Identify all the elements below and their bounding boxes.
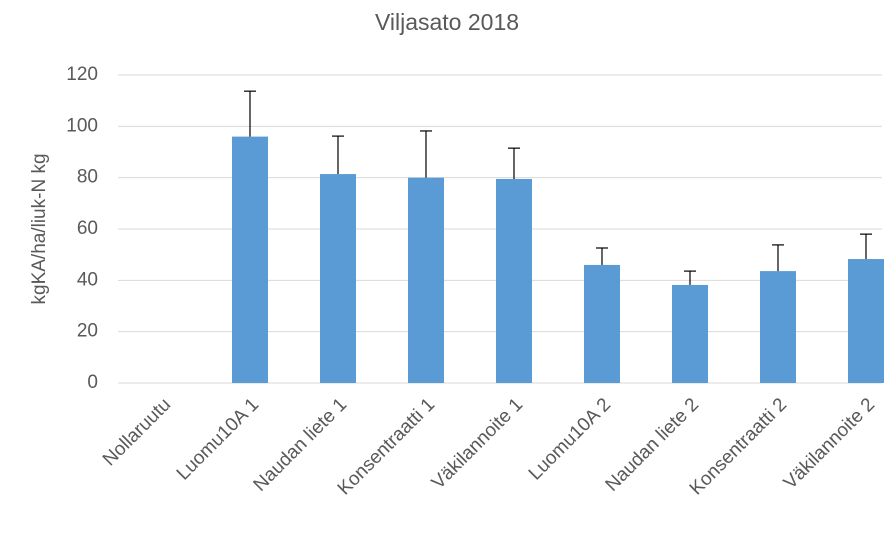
error-bar xyxy=(332,135,344,175)
y-tick-label: 20 xyxy=(77,321,98,342)
y-tick-label: 80 xyxy=(77,167,98,188)
y-axis-label: kgKA/ha/liuk-N kg xyxy=(29,153,50,304)
bar xyxy=(672,284,708,383)
error-bar xyxy=(508,147,520,179)
bar xyxy=(496,178,532,383)
error-bar xyxy=(596,247,608,265)
x-tick-label: Luomu10A 1 xyxy=(173,394,263,484)
x-tick-label: Nollaruutu xyxy=(99,394,175,470)
y-tick-label: 120 xyxy=(66,64,98,85)
x-tick-label: Naudan liete 1 xyxy=(250,394,352,496)
y-tick-label: 100 xyxy=(66,115,98,136)
bar xyxy=(584,264,620,383)
chart-title: Viljasato 2018 xyxy=(375,9,519,35)
bar xyxy=(232,136,268,383)
error-bar xyxy=(244,90,256,137)
y-tick-label: 40 xyxy=(77,269,98,290)
bar xyxy=(848,259,884,383)
x-tick-label: Väkilannoite 2 xyxy=(780,394,879,493)
error-bar xyxy=(860,233,872,260)
error-bar xyxy=(684,270,696,285)
error-bar xyxy=(420,130,432,178)
bar xyxy=(320,174,356,383)
x-tick-label: Naudan liete 2 xyxy=(602,394,704,496)
y-tick-label: 0 xyxy=(87,372,98,393)
x-tick-label: Väkilannoite 1 xyxy=(428,394,527,493)
bar xyxy=(408,177,444,383)
y-tick-label: 60 xyxy=(77,218,98,239)
error-bar xyxy=(772,244,784,272)
bar xyxy=(760,271,796,383)
x-tick-label: Luomu10A 2 xyxy=(525,394,615,484)
